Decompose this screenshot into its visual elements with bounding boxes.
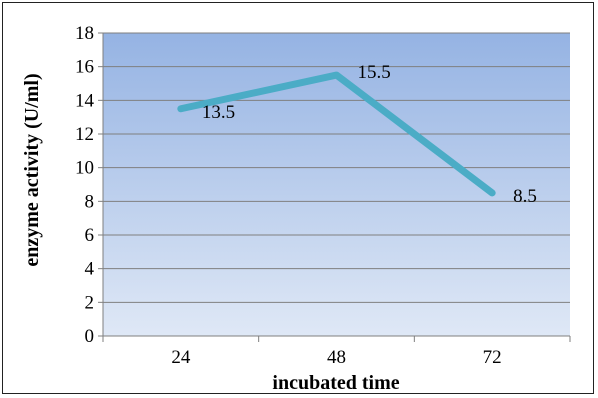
gridlines — [103, 32, 570, 303]
y-axis-title: enzyme activity (U/ml) — [21, 73, 43, 266]
data-labels: 13.5 15.5 8.5 — [202, 62, 537, 207]
plot-area — [103, 33, 570, 336]
y-tick-label: 10 — [75, 158, 94, 179]
x-tick-label: 48 — [327, 347, 346, 368]
y-tick-label: 14 — [75, 90, 95, 111]
data-label: 15.5 — [358, 62, 391, 83]
y-tick-label: 4 — [85, 259, 95, 280]
y-tick-label: 18 — [75, 23, 94, 44]
y-tick-label: 16 — [75, 57, 94, 78]
data-label: 8.5 — [513, 186, 537, 207]
x-tick-label: 72 — [483, 347, 502, 368]
x-tick-labels: 24 48 72 — [171, 347, 501, 368]
series-line-group — [177, 71, 496, 197]
x-tick-label: 24 — [171, 347, 191, 368]
y-tick-labels: 0 2 4 6 8 10 12 14 16 18 — [75, 23, 95, 347]
y-tick-label: 0 — [85, 326, 95, 347]
axes — [98, 32, 571, 342]
x-axis-title: incubated time — [272, 372, 399, 394]
y-tick-label: 8 — [85, 191, 95, 212]
y-tick-label: 12 — [75, 124, 94, 145]
y-tick-label: 2 — [85, 292, 95, 313]
data-label: 13.5 — [202, 102, 235, 123]
y-tick-label: 6 — [85, 225, 95, 246]
